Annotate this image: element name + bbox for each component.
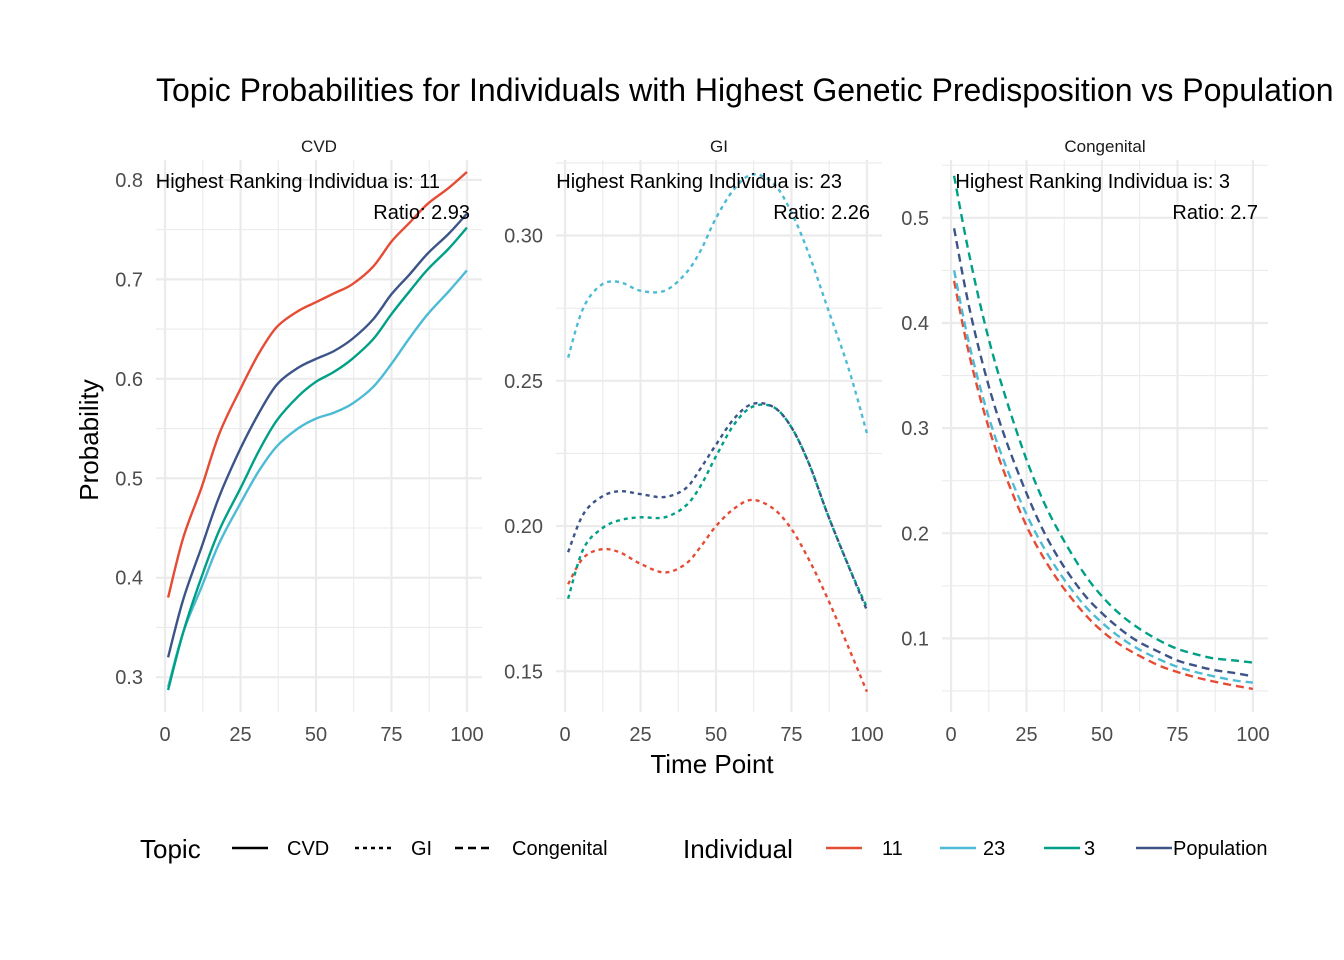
y-tick-label: 0.4 xyxy=(901,313,929,335)
y-tick-label: 0.8 xyxy=(115,170,143,192)
chart-title: Topic Probabilities for Individuals with… xyxy=(156,72,1334,108)
x-tick-label: 75 xyxy=(380,724,402,746)
x-tick-label: 50 xyxy=(305,724,327,746)
x-tick-label: 75 xyxy=(1166,724,1188,746)
x-tick-label: 25 xyxy=(629,724,651,746)
y-tick-label: 0.2 xyxy=(901,523,929,545)
x-tick-label: 50 xyxy=(705,724,727,746)
y-tick-label: 0.3 xyxy=(901,418,929,440)
panel-cvd: 0 25 50 75 100 0.3 0.4 0.5 0.6 0.7 0.8 CVD Highest R… xyxy=(115,137,483,746)
y-tick-label: 0.3 xyxy=(115,667,143,689)
series-line-3 xyxy=(566,403,868,608)
series-line-population xyxy=(566,401,869,611)
y-tick-label: 0.30 xyxy=(504,226,543,248)
annotation-highest-ranking: Highest Ranking Individua is: 23 xyxy=(556,171,842,193)
series-line-23 xyxy=(952,270,1254,684)
x-tick-label: 100 xyxy=(850,724,883,746)
x-tick-label: 0 xyxy=(559,724,570,746)
legend-topic-title: Topic xyxy=(140,834,201,864)
x-tick-label: 75 xyxy=(780,724,802,746)
x-tick-label: 50 xyxy=(1091,724,1113,746)
legend-label-individual: Population xyxy=(1173,838,1268,860)
y-tick-label: 0.20 xyxy=(504,516,543,538)
annotation: Highest Ranking Individua is: 11 xyxy=(156,171,440,193)
facet-strip-label: Congenital xyxy=(1064,137,1145,156)
annotation-ratio: Ratio: 2.26 xyxy=(773,202,870,224)
facet-strip-label: GI xyxy=(710,137,728,156)
y-tick-label: 0.15 xyxy=(504,661,543,683)
panel-congenital: 0 25 50 75 100 0.1 0.2 0.3 0.4 0.5 Congenital Highe… xyxy=(901,137,1269,746)
series-line-11 xyxy=(166,171,468,598)
annotation-highest-ranking: Highest Ranking Individua is: 11 xyxy=(156,171,440,193)
y-tick-label: 0.25 xyxy=(504,371,543,393)
legend-label-individual: 23 xyxy=(983,838,1005,860)
x-tick-label: 25 xyxy=(229,724,251,746)
y-tick-label: 0.4 xyxy=(115,568,143,590)
y-tick-label: 0.5 xyxy=(115,468,143,490)
x-tick-label: 0 xyxy=(945,724,956,746)
x-tick-label: 0 xyxy=(159,724,170,746)
annotation: Highest Ranking Individua is: 3 xyxy=(955,171,1230,193)
annotation-ratio: Ratio: 2.7 xyxy=(1172,202,1258,224)
y-tick-label: 0.7 xyxy=(115,269,143,291)
x-tick-label: 100 xyxy=(1236,724,1269,746)
x-axis-title: Time Point xyxy=(650,749,774,779)
legend-label-topic: GI xyxy=(411,838,432,860)
y-tick-label: 0.5 xyxy=(901,208,929,230)
series-line-23 xyxy=(166,269,468,688)
y-tick-label: 0.6 xyxy=(115,369,143,391)
facet-panels: 0 25 50 75 100 0.3 0.4 0.5 0.6 0.7 0.8 CVD Highest R… xyxy=(115,137,1269,746)
series-line-3 xyxy=(952,175,1254,664)
x-tick-label: 100 xyxy=(450,724,483,746)
series-line-11 xyxy=(567,498,869,693)
annotation-ratio: Ratio: 2.93 xyxy=(373,202,470,224)
legend-items: CVD GI Congenital 11 23 3 Population xyxy=(232,838,1268,860)
legend-label-individual: 3 xyxy=(1084,838,1095,860)
series-line-11 xyxy=(952,280,1254,691)
series-line-3 xyxy=(166,226,468,691)
annotation: Highest Ranking Individua is: 23 xyxy=(556,171,842,193)
legend-label-topic: Congenital xyxy=(512,838,608,860)
series-line-population xyxy=(952,228,1254,678)
panel-gi: 0 25 50 75 100 0.15 0.20 0.25 0.30 GI Highest Rank… xyxy=(504,137,884,746)
x-tick-label: 25 xyxy=(1015,724,1037,746)
annotation-highest-ranking: Highest Ranking Individua is: 3 xyxy=(955,171,1230,193)
facet-strip-label: CVD xyxy=(301,137,337,156)
legend-individual-title: Individual xyxy=(683,834,793,864)
legend-label-topic: CVD xyxy=(287,838,329,860)
legend-label-individual: 11 xyxy=(882,838,903,860)
y-axis-title: Probability xyxy=(74,379,104,500)
legend: Topic Individual CVD GI Congenital 11 23 3 Pop… xyxy=(140,834,1268,864)
series-line-population xyxy=(166,212,468,658)
y-tick-label: 0.1 xyxy=(901,628,929,650)
